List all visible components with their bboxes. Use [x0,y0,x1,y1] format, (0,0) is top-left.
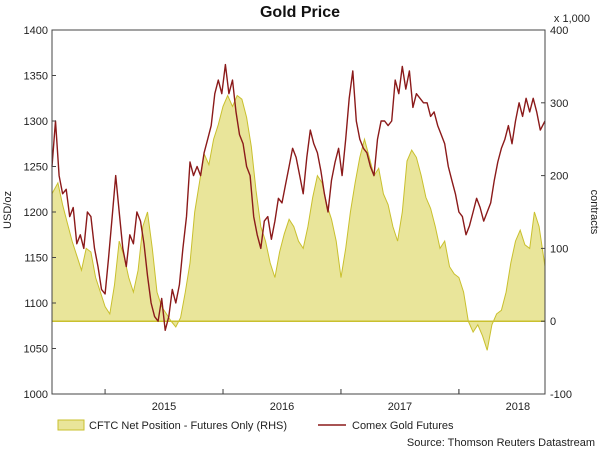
series-area-cftc-outline [51,94,546,351]
legend-swatch-cftc [57,419,85,431]
right-tick-label: -100 [550,389,572,401]
right-tick-label: 200 [550,171,568,183]
series-area-cftc [52,95,545,351]
left-tick-label: 1100 [24,298,48,310]
left-tick-label: 1000 [24,389,48,401]
right-tick-label: 300 [550,98,568,110]
right-tick-label: 100 [550,243,568,255]
legend-label-cftc: CFTC Net Position - Futures Only (RHS) [89,420,287,432]
x-tick-label: 2016 [270,401,294,413]
right-tick-label: 0 [550,316,556,328]
left-tick-label: 1050 [24,344,48,356]
left-axis-label: USD/oz [2,191,14,229]
right-axis-label: contracts [588,190,600,235]
x-tick-label: 2017 [388,401,412,413]
legend: CFTC Net Position - Futures Only (RHS) C… [57,419,454,432]
plot-frame [51,29,546,395]
chart-title: Gold Price [260,4,340,21]
series-line-comex [51,63,546,331]
left-tick-label: 1300 [24,116,48,128]
legend-label-comex: Comex Gold Futures [352,420,454,432]
x-tick-label: 2018 [506,401,530,413]
left-tick-label: 1400 [24,25,48,37]
left-tick-label: 1350 [24,71,48,83]
plot-area: 100010501100115012001250130013501400-100… [24,25,573,413]
source-note: Source: Thomson Reuters Datastream [407,437,595,449]
left-tick-label: 1150 [24,253,48,265]
left-tick-label: 1250 [24,162,48,174]
right-axis-unit-note: x 1,000 [554,13,590,25]
left-tick-label: 1200 [24,207,48,219]
x-tick-label: 2015 [152,401,176,413]
right-tick-label: 400 [550,25,568,37]
